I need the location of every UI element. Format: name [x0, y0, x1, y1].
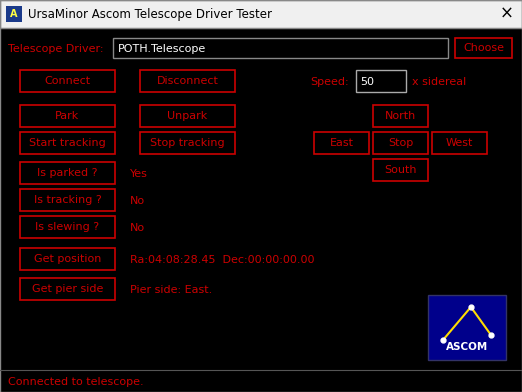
Bar — [20, 132, 115, 154]
Text: Connect: Connect — [44, 76, 90, 86]
Bar — [20, 248, 115, 270]
Text: Park: Park — [55, 111, 80, 121]
Bar — [20, 278, 115, 300]
Text: Ra:04:08:28.45  Dec:00:00:00.00: Ra:04:08:28.45 Dec:00:00:00.00 — [130, 255, 314, 265]
Bar — [113, 38, 448, 58]
Text: South: South — [384, 165, 417, 175]
Text: Is tracking ?: Is tracking ? — [33, 195, 101, 205]
Text: Get pier side: Get pier side — [32, 284, 103, 294]
Text: Is parked ?: Is parked ? — [37, 168, 98, 178]
Text: Yes: Yes — [130, 169, 148, 179]
Bar — [140, 105, 235, 127]
Bar — [20, 105, 115, 127]
Text: x sidereal: x sidereal — [412, 77, 466, 87]
Bar — [140, 70, 235, 92]
Text: Pier side: East.: Pier side: East. — [130, 285, 212, 295]
Text: Stop tracking: Stop tracking — [150, 138, 225, 148]
Bar — [373, 159, 428, 181]
Text: North: North — [385, 111, 416, 121]
Bar — [20, 216, 115, 238]
Text: West: West — [446, 138, 473, 148]
Bar — [455, 38, 512, 58]
Bar — [428, 295, 506, 360]
Text: East: East — [329, 138, 353, 148]
Bar — [0, 0, 522, 28]
Text: Unpark: Unpark — [168, 111, 208, 121]
Text: Telescope Driver:: Telescope Driver: — [8, 44, 103, 54]
Text: A: A — [10, 9, 18, 19]
Text: POTH.Telescope: POTH.Telescope — [118, 44, 206, 54]
Text: ×: × — [500, 5, 514, 23]
Text: Disconnect: Disconnect — [157, 76, 218, 86]
Text: Connected to telescope.: Connected to telescope. — [8, 377, 144, 387]
Text: No: No — [130, 223, 145, 233]
Bar — [140, 132, 235, 154]
Text: ASCOM: ASCOM — [446, 342, 488, 352]
Bar — [6, 6, 22, 22]
Bar — [432, 132, 487, 154]
Text: Start tracking: Start tracking — [29, 138, 106, 148]
Bar — [373, 132, 428, 154]
Bar — [373, 105, 428, 127]
Text: Stop: Stop — [388, 138, 413, 148]
Bar — [20, 162, 115, 184]
Text: No: No — [130, 196, 145, 206]
Text: Get position: Get position — [34, 254, 101, 264]
Bar — [20, 70, 115, 92]
Text: 50: 50 — [360, 77, 374, 87]
Bar — [356, 70, 406, 92]
Text: Choose: Choose — [463, 43, 504, 53]
Text: UrsaMinor Ascom Telescope Driver Tester: UrsaMinor Ascom Telescope Driver Tester — [28, 7, 272, 20]
Text: Is slewing ?: Is slewing ? — [35, 222, 100, 232]
Bar — [20, 189, 115, 211]
Text: Speed:: Speed: — [310, 77, 349, 87]
Bar — [314, 132, 369, 154]
